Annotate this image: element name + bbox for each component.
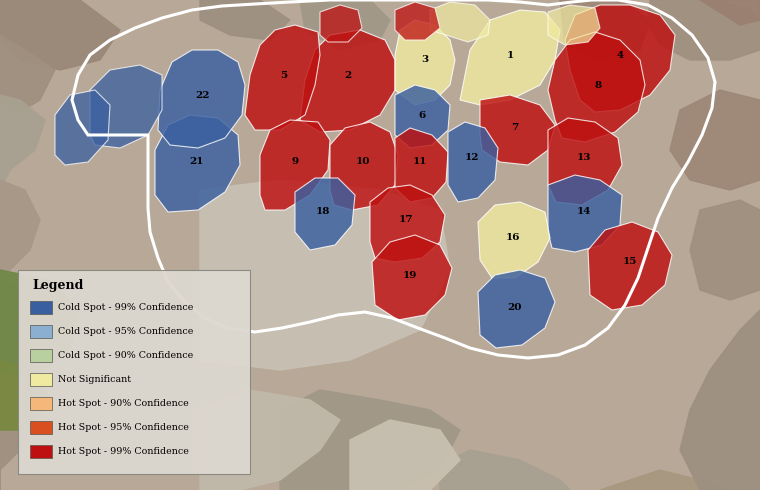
Text: Hot Spot - 95% Confidence: Hot Spot - 95% Confidence [58, 423, 189, 433]
Bar [30, 301, 52, 315]
Text: Not Significant: Not Significant [58, 375, 131, 385]
Polygon shape [0, 280, 60, 390]
Polygon shape [200, 0, 290, 40]
Text: 2: 2 [344, 71, 352, 79]
Polygon shape [448, 122, 498, 202]
Bar [30, 445, 52, 459]
FancyBboxPatch shape [18, 270, 250, 474]
Polygon shape [200, 390, 340, 490]
Text: 4: 4 [616, 50, 623, 59]
Text: 13: 13 [577, 152, 591, 162]
Polygon shape [370, 185, 445, 262]
Polygon shape [300, 0, 390, 50]
Polygon shape [700, 0, 760, 25]
Text: Hot Spot - 99% Confidence: Hot Spot - 99% Confidence [58, 447, 189, 457]
Polygon shape [0, 270, 80, 380]
Polygon shape [548, 32, 645, 142]
Text: 21: 21 [188, 157, 203, 167]
Text: 12: 12 [465, 153, 480, 163]
Polygon shape [0, 180, 40, 280]
Polygon shape [548, 118, 622, 205]
Text: 10: 10 [356, 157, 370, 167]
Text: 9: 9 [291, 157, 299, 167]
Text: Cold Spot - 90% Confidence: Cold Spot - 90% Confidence [58, 351, 193, 361]
Text: Legend: Legend [32, 279, 84, 293]
Polygon shape [648, 0, 760, 60]
Polygon shape [0, 360, 50, 430]
Polygon shape [460, 10, 560, 105]
Bar [30, 421, 52, 435]
Polygon shape [155, 115, 240, 212]
Polygon shape [430, 2, 490, 42]
Polygon shape [158, 50, 245, 148]
Polygon shape [588, 222, 672, 310]
Polygon shape [548, 5, 600, 45]
Polygon shape [0, 95, 45, 190]
Polygon shape [548, 175, 622, 252]
Text: Cold Spot - 99% Confidence: Cold Spot - 99% Confidence [58, 303, 193, 313]
Text: 18: 18 [316, 207, 330, 217]
Text: 17: 17 [399, 216, 413, 224]
Polygon shape [295, 178, 355, 250]
Polygon shape [440, 450, 570, 490]
Polygon shape [0, 0, 120, 70]
Text: Hot Spot - 90% Confidence: Hot Spot - 90% Confidence [58, 399, 188, 409]
Polygon shape [90, 65, 162, 148]
Polygon shape [560, 0, 650, 60]
Polygon shape [260, 120, 330, 210]
Text: 14: 14 [577, 207, 591, 217]
Polygon shape [372, 235, 452, 320]
Text: 19: 19 [403, 270, 417, 279]
Bar [30, 373, 52, 387]
Polygon shape [670, 90, 760, 190]
Polygon shape [350, 420, 460, 490]
Text: 22: 22 [195, 91, 209, 99]
Bar [30, 349, 52, 363]
Text: Cold Spot - 95% Confidence: Cold Spot - 95% Confidence [58, 327, 193, 337]
Polygon shape [600, 470, 730, 490]
Polygon shape [245, 25, 320, 130]
Text: 11: 11 [413, 157, 427, 167]
Polygon shape [395, 2, 440, 40]
Polygon shape [478, 270, 555, 348]
Polygon shape [480, 95, 555, 165]
Polygon shape [320, 5, 362, 42]
Text: 7: 7 [511, 123, 518, 132]
Text: 15: 15 [622, 258, 637, 267]
Bar [30, 397, 52, 411]
Polygon shape [0, 35, 55, 115]
Polygon shape [330, 122, 398, 210]
Text: 5: 5 [280, 71, 287, 79]
Text: 16: 16 [505, 234, 521, 243]
Polygon shape [395, 128, 448, 202]
Polygon shape [0, 290, 50, 490]
Text: 8: 8 [594, 80, 602, 90]
Polygon shape [690, 200, 760, 300]
Polygon shape [200, 180, 450, 370]
Text: 3: 3 [422, 55, 429, 65]
Polygon shape [680, 310, 760, 490]
Polygon shape [478, 202, 550, 278]
Text: 20: 20 [508, 303, 522, 313]
Polygon shape [300, 30, 395, 132]
Polygon shape [55, 90, 110, 165]
Polygon shape [395, 20, 455, 105]
Polygon shape [280, 390, 460, 490]
Text: 1: 1 [506, 50, 514, 59]
Polygon shape [565, 5, 675, 112]
Bar [30, 325, 52, 339]
Polygon shape [395, 85, 450, 148]
Text: 6: 6 [418, 111, 426, 120]
